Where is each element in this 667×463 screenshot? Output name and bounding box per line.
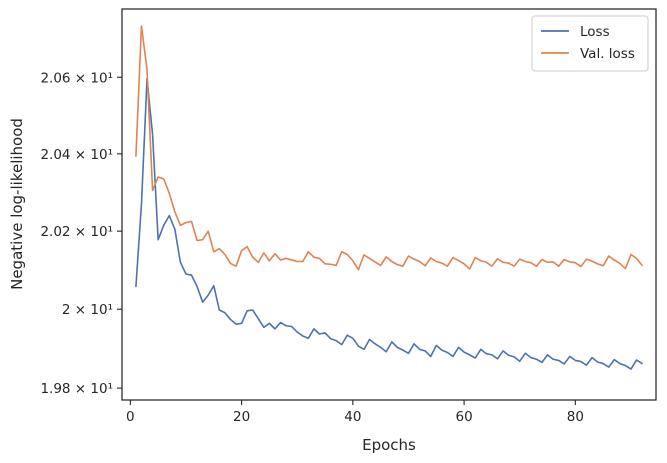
legend: Loss Val. loss [531,15,649,72]
x-tick-label: 60 [456,409,473,425]
y-axis-label: Negative log-likelihood [8,118,26,290]
series-line-loss [135,78,643,370]
legend-label-loss: Loss [580,24,610,40]
x-tick-label: 0 [126,409,135,425]
legend-box [531,15,649,72]
x-tick-label: 20 [233,409,250,425]
y-tick-label: 2.06 × 10¹ [40,70,113,86]
legend-label-val-loss: Val. loss [580,46,635,62]
series-line-val-loss [135,25,643,271]
y-tick-label: 2.02 × 10¹ [40,224,113,240]
plot-frame [121,8,657,401]
y-tick-label: 2 × 10¹ [62,302,113,318]
x-axis-label: Epochs [362,436,416,454]
x-axis-ticks: 0 20 40 60 80 [126,400,584,425]
x-tick-label: 40 [344,409,361,425]
x-tick-label: 80 [567,409,584,425]
series-layer [135,25,643,370]
y-axis-ticks: 1.98 × 10¹ 2 × 10¹ 2.02 × 10¹ 2.04 × 10¹ 2.0… [40,70,122,397]
y-tick-label: 1.98 × 10¹ [40,381,113,397]
y-tick-label: 2.04 × 10¹ [40,147,113,163]
